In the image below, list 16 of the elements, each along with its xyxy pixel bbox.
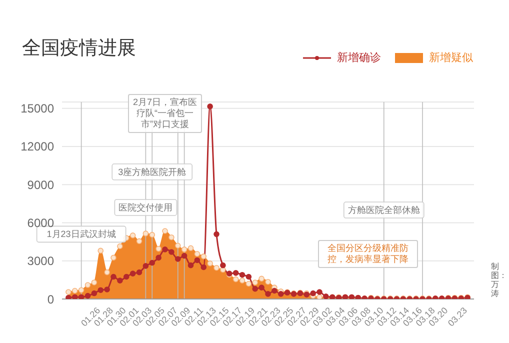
chart-title: 全国疫情进展	[22, 37, 136, 61]
annotation: 全国分区分级精准防控，发病率显著下降	[318, 240, 418, 268]
annotation: 1月23日武汉封城	[46, 229, 116, 240]
text: 制图：万涛	[491, 262, 507, 298]
y-tick-label: 12000	[20, 140, 54, 154]
annotation: 方舱医院全部休舱	[348, 205, 420, 216]
y-tick-label: 0	[47, 292, 54, 306]
y-tick-label: 6000	[27, 216, 54, 230]
y-tick-label: 3000	[27, 254, 54, 268]
y-tick-label: 9000	[27, 178, 54, 192]
y-tick-label: 15000	[20, 102, 54, 116]
annotation: 3座方舱医院开舱	[118, 166, 186, 177]
annotation: 2月7日，宣布医疗队“一省包一市”对口支援	[128, 94, 202, 133]
legend-label: 新增疑似	[429, 50, 473, 65]
annotation: 医院交付使用	[118, 202, 173, 212]
legend-label: 新增确诊	[337, 50, 381, 65]
